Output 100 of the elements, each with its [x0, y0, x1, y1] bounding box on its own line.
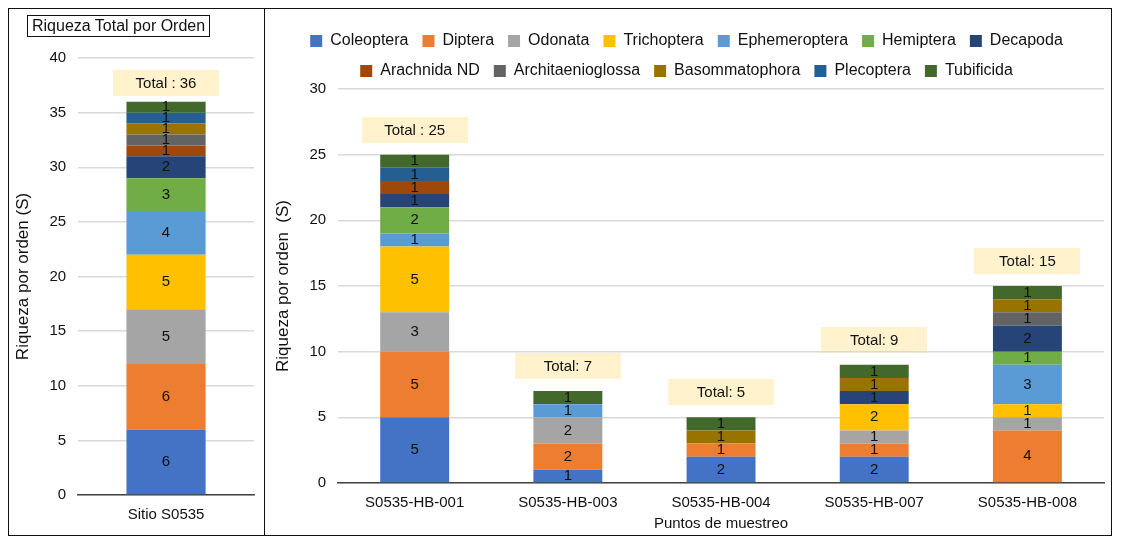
- bar: [533, 417, 603, 444]
- legend-label: Trichoptera: [623, 31, 704, 49]
- bar: [992, 299, 1062, 313]
- bar: [380, 417, 450, 483]
- data-label: 2: [161, 157, 171, 175]
- data-label: 1: [563, 466, 573, 484]
- y-tick-label: 15: [49, 321, 67, 339]
- data-label: 5: [161, 326, 171, 344]
- callout-box: Total: 5: [668, 379, 775, 406]
- y-tick-label: 10: [309, 341, 327, 359]
- bar: [380, 167, 450, 181]
- data-label: 3: [410, 322, 419, 340]
- callout-box: Total : 36: [113, 69, 220, 96]
- x-axis-title: Puntos de muestreo: [653, 514, 789, 532]
- bar: [533, 469, 603, 483]
- data-label: 6: [161, 386, 171, 404]
- callout-box: Total : 25: [361, 116, 468, 143]
- data-label: 1: [870, 361, 879, 379]
- data-label: 1: [563, 387, 573, 405]
- y-tick-label: 20: [309, 210, 327, 228]
- data-label: 1: [1023, 282, 1032, 300]
- y-tick-label: 35: [49, 102, 67, 120]
- data-label: 2: [563, 420, 573, 438]
- bar: [380, 180, 450, 195]
- bar: [839, 443, 909, 457]
- data-label: 2: [563, 446, 573, 464]
- data-label: 1: [410, 230, 419, 248]
- bar: [839, 430, 909, 444]
- bar: [533, 391, 603, 405]
- bar: [126, 178, 206, 211]
- y-tick-label: 15: [309, 276, 327, 294]
- chart-title: Riqueza Total por Orden: [27, 15, 211, 37]
- bar: [380, 233, 450, 247]
- legend-label: Arachnida ND: [380, 61, 480, 79]
- y-tick-label: 25: [309, 144, 327, 162]
- bar: [839, 364, 909, 378]
- bar: [380, 207, 450, 234]
- x-tick-label: S0535-HB-004: [671, 493, 771, 511]
- bar: [686, 417, 756, 431]
- bar: [126, 363, 206, 430]
- bar: [686, 456, 756, 483]
- callout-box: Total: 7: [514, 353, 621, 380]
- data-label: 5: [410, 374, 419, 392]
- bar: [126, 429, 206, 495]
- bar: [533, 443, 603, 470]
- bar: [126, 210, 206, 255]
- bar: [380, 312, 450, 352]
- data-label: 5: [410, 439, 419, 457]
- bar: [992, 312, 1062, 326]
- y-axis-title: Riqueza por orden (S): [12, 192, 32, 361]
- callout-box: Total: 9: [821, 326, 928, 353]
- data-label: 6: [161, 451, 171, 469]
- bar: [380, 246, 450, 313]
- callout-box: Total: 15: [974, 248, 1081, 274]
- bar: [126, 145, 206, 157]
- y-tick-label: 40: [49, 48, 67, 66]
- bar: [126, 309, 206, 364]
- data-label: 5: [161, 272, 171, 290]
- bar: [839, 456, 909, 483]
- data-label: 4: [161, 222, 171, 240]
- legend-label: Decapoda: [989, 31, 1063, 49]
- x-tick-label: Sitio S0535: [127, 505, 205, 523]
- bar: [839, 404, 909, 431]
- legend-label: Coleoptera: [330, 31, 409, 49]
- bar: [126, 156, 206, 179]
- bar: [992, 286, 1062, 300]
- y-tick-label: 30: [49, 157, 67, 175]
- data-label: 3: [1023, 374, 1032, 392]
- y-tick-label: 10: [49, 375, 67, 393]
- bar: [686, 430, 756, 444]
- x-tick-label: S0535-HB-007: [824, 493, 924, 511]
- bar: [992, 364, 1062, 405]
- legend-label: Plecoptera: [834, 61, 911, 79]
- y-tick-label: 5: [57, 430, 67, 448]
- legend-label: Architaenioglossa: [513, 61, 641, 79]
- bar: [533, 404, 603, 418]
- bar: [380, 194, 450, 208]
- bar: [126, 254, 206, 310]
- data-label: 2: [716, 459, 726, 477]
- data-label: 2: [870, 459, 879, 477]
- legend-label: Hemiptera: [882, 31, 956, 49]
- bar: [992, 325, 1062, 352]
- data-label: 1: [1023, 348, 1032, 366]
- data-label: 4: [1023, 446, 1032, 464]
- bar: [380, 351, 450, 418]
- data-label: 3: [161, 184, 171, 202]
- legend-label: Tubificida: [944, 61, 1013, 79]
- bar: [839, 391, 909, 405]
- bar: [839, 377, 909, 392]
- bar: [992, 404, 1062, 418]
- y-tick-label: 0: [317, 473, 327, 491]
- legend-label: Odonata: [528, 31, 590, 49]
- bar: [992, 430, 1062, 483]
- y-tick-label: 25: [49, 212, 67, 230]
- bar: [686, 443, 756, 457]
- bar: [992, 351, 1062, 365]
- y-tick-label: 30: [309, 79, 327, 97]
- legend-label: Basommatophora: [674, 61, 801, 79]
- x-tick-label: S0535-HB-008: [977, 493, 1078, 511]
- y-tick-label: 20: [49, 266, 67, 284]
